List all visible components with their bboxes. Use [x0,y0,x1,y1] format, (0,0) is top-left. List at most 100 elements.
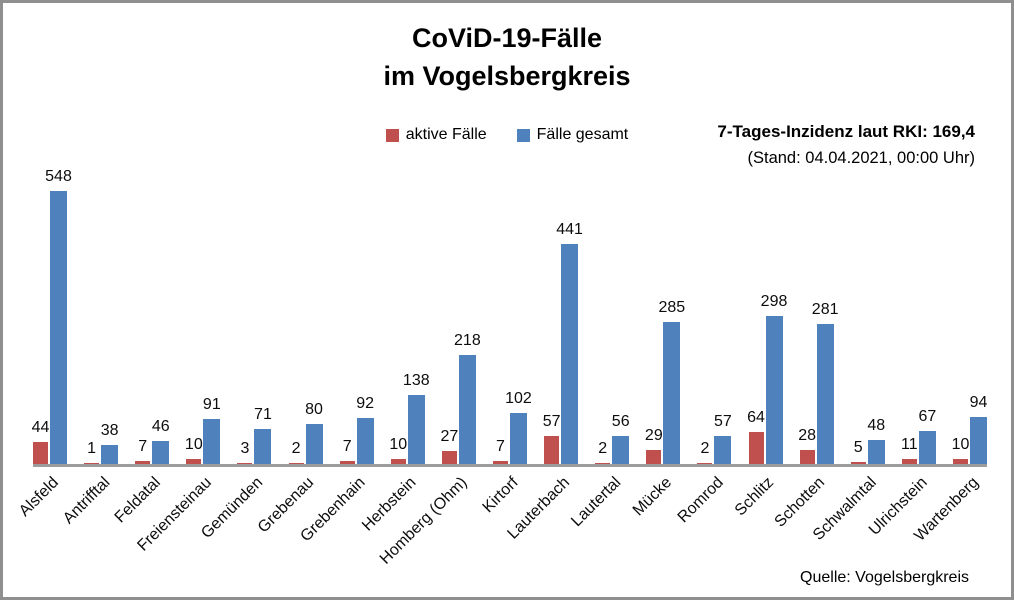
bar-col-total: 71 [254,182,272,464]
x-axis-label: Alsfeld [16,474,63,520]
bar-col-total: 46 [152,182,170,464]
x-axis-label: Mücke [629,474,676,520]
bar-col-active: 10 [389,182,407,464]
legend-item-total: Fälle gesamt [516,126,629,144]
bar-active [339,460,355,464]
x-axis-label: Kirtorf [479,474,523,517]
bar-active [33,442,48,464]
bar-value-label-active: 10 [951,436,970,454]
bar-value-label-total: 56 [611,413,630,431]
bar-total [918,430,936,464]
bar-col-total: 441 [556,182,583,464]
bar-col-total: 102 [505,182,532,464]
bar-group: 11 67 Ulrichstein [866,182,937,539]
bar-group: 5 48 Schwalmtal [810,182,885,544]
bar-value-label-active: 27 [440,427,459,445]
bar-total [305,424,323,464]
bar-total [816,324,834,464]
bar-active [441,450,457,464]
bar-value-label-active: 64 [747,409,765,427]
bar-value-label-active: 29 [644,426,663,444]
bar-total [867,440,885,464]
bar-value-label-total: 67 [918,407,937,425]
bar-chart-plot: 44 548 Alsfeld 1 38 Antrifftal 7 46 Feldatal 10 91… [16,168,987,568]
bar-active [952,459,968,464]
bar-active [237,462,253,464]
bar-total [50,191,67,464]
legend-label-total: Fälle gesamt [536,126,629,143]
bar-col-total: 92 [356,182,375,464]
bar-value-label-total: 94 [969,394,988,412]
bar-value-label-total: 71 [254,405,272,423]
x-axis-label: Homberg (Ohm) [377,474,471,568]
bar-col-total: 48 [867,182,885,464]
bar-active [544,435,560,464]
bar-value-label-active: 28 [798,427,817,445]
chart-title-line1: CoViD-19-Fälle [411,23,603,53]
bar-active [390,459,406,464]
bar-group: 28 281 Schotten [772,182,839,531]
bar-col-total: 67 [918,182,937,464]
bar-value-label-total: 441 [556,221,583,239]
bar-col-total: 91 [203,182,221,464]
bar-value-label-total: 102 [505,390,532,408]
bar-value-label-total: 92 [356,395,375,413]
bar-value-label-total: 138 [402,372,430,390]
bar-total [152,441,170,464]
bar-group: 10 138 Herbstein [359,182,429,534]
bar-total [561,244,579,464]
bar-col-total: 281 [812,182,838,464]
bar-col-total: 285 [658,182,685,464]
bar-active [748,432,764,464]
bar-col-active: 7 [135,182,151,464]
bar-value-label-active: 10 [184,436,203,454]
incidence-date: (Stand: 04.04.2021, 00:00 Uhr) [747,149,976,167]
x-axis-label: Romrod [674,474,727,527]
bar-value-label-total: 281 [811,301,839,319]
bar-total [969,417,987,464]
legend: aktive Fälle Fälle gesamt [3,126,1011,144]
bar-col-active: 11 [901,182,918,464]
bar-total [509,413,527,464]
bar-col-active: 1 [84,182,100,464]
bar-col-total: 94 [970,182,987,464]
bar-value-label-active: 57 [542,412,561,430]
bar-col-active: 57 [542,182,561,464]
bar-active [84,462,100,464]
bar-active [901,458,917,464]
bar-group: 7 46 Feldatal [112,182,170,526]
bar-col-active: 10 [951,182,970,464]
bar-group: 57 441 Lauterbach [504,182,583,542]
bar-total [254,428,272,464]
bar-active [799,450,815,464]
bar-col-active: 7 [492,182,508,464]
legend-label-active: aktive Fälle [405,126,487,143]
bar-total [356,418,374,464]
bar-value-label-total: 218 [454,332,481,350]
bar-col-active: 2 [697,182,713,464]
bar-value-label-total: 38 [100,422,119,440]
chart-title: CoViD-19-Fälle im Vogelsbergkreis [3,19,1011,95]
bar-value-label-active: 7 [342,437,352,455]
x-axis-label: Lautertal [568,474,625,531]
bar-col-active: 5 [850,182,866,464]
bar-value-label-active: 2 [291,439,301,457]
bar-group: 10 91 Freiensteinau [135,182,221,555]
bar-col-active: 29 [644,182,663,464]
x-axis-label: Antrifftal [59,474,114,528]
bar-group: 27 218 Homberg (Ohm) [377,182,481,567]
bar-group: 2 57 Romrod [674,182,732,527]
legend-swatch-active-icon [385,128,399,142]
legend-item-active: aktive Fälle [385,126,487,144]
source-credit: Quelle: Vogelsbergkreis [800,569,969,586]
bar-value-label-active: 2 [598,439,608,457]
bar-value-label-active: 7 [138,437,148,455]
bar-col-total: 57 [714,182,732,464]
chart-title-line2: im Vogelsbergkreis [383,61,631,91]
bar-value-label-active: 5 [853,438,863,456]
bar-value-label-total: 298 [760,292,788,310]
x-axis-label: Schlitz [732,474,778,520]
bar-col-total: 80 [305,182,323,464]
bar-total [765,315,783,464]
